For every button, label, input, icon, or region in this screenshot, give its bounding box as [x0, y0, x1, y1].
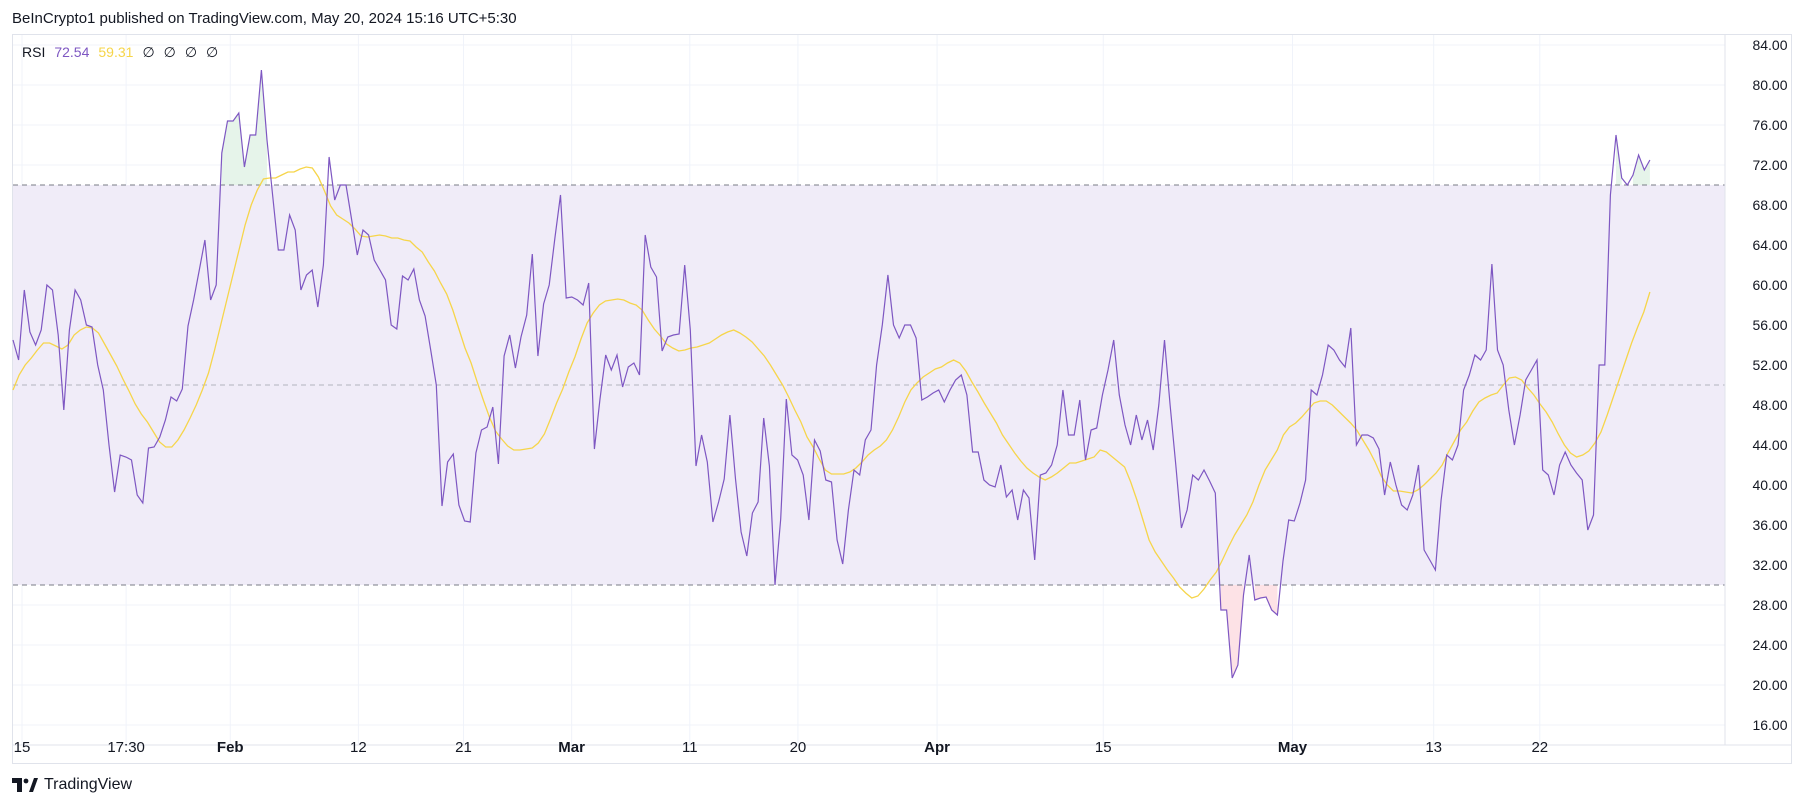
footer-brand-name: TradingView: [44, 776, 133, 793]
overbought-fill: [1632, 155, 1650, 185]
y-tick-label: 68.00: [1752, 197, 1787, 213]
x-tick-label: Mar: [558, 739, 585, 756]
legend-extra-value: ∅: [184, 44, 198, 60]
y-tick-label: 32.00: [1752, 557, 1787, 573]
x-tick-label: 20: [790, 739, 807, 756]
legend-indicator-name[interactable]: RSI: [22, 44, 46, 60]
y-tick-label: 72.00: [1752, 157, 1787, 173]
footer-brand[interactable]: TradingView: [12, 776, 132, 794]
chart-pane[interactable]: [12, 34, 1792, 764]
overbought-fill: [221, 70, 268, 185]
y-tick-label: 64.00: [1752, 237, 1787, 253]
x-tick-label: 12: [350, 739, 367, 756]
y-tick-label: 44.00: [1752, 437, 1787, 453]
legend-extra-value: ∅: [206, 44, 219, 60]
y-tick-label: 48.00: [1752, 397, 1787, 413]
y-tick-label: 36.00: [1752, 517, 1787, 533]
y-tick-label: 16.00: [1752, 717, 1787, 733]
tradingview-logo-icon: [12, 778, 38, 792]
y-tick-label: 20.00: [1752, 677, 1787, 693]
x-tick-label: 11: [682, 739, 698, 756]
rsi-ma-line[interactable]: [12, 166, 1651, 599]
legend-rsi-value: 72.54: [54, 44, 90, 60]
oversold-fill: [1254, 585, 1278, 615]
rsi-line[interactable]: [12, 69, 1651, 679]
x-tick-label: 13: [1425, 739, 1442, 756]
y-tick-label: 80.00: [1752, 77, 1787, 93]
y-tick-label: 40.00: [1752, 477, 1787, 493]
x-tick-label: May: [1278, 739, 1308, 756]
legend: RSI 72.54 59.31 ∅ ∅ ∅ ∅: [22, 44, 218, 61]
legend-extra-value: ∅: [163, 44, 176, 60]
oversold-fill: [1220, 585, 1244, 678]
x-tick-label: 21: [455, 739, 472, 756]
y-tick-label: 52.00: [1752, 357, 1787, 373]
x-tick-label: 15: [1095, 739, 1112, 756]
x-tick-label: 17:30: [107, 739, 145, 756]
x-tick-label: 15: [14, 739, 31, 756]
legend-extra-value: ∅: [142, 44, 155, 60]
y-tick-label: 60.00: [1752, 277, 1787, 293]
x-tick-label: Apr: [924, 739, 950, 756]
x-tick-label: 22: [1531, 739, 1548, 756]
y-tick-label: 28.00: [1752, 597, 1787, 613]
y-tick-label: 84.00: [1752, 37, 1787, 53]
y-tick-label: 24.00: [1752, 637, 1787, 653]
attribution-header: BeInCrypto1 published on TradingView.com…: [12, 10, 517, 27]
y-tick-label: 56.00: [1752, 317, 1787, 333]
x-tick-label: Feb: [217, 739, 244, 756]
legend-ma-value: 59.31: [98, 44, 134, 60]
y-tick-label: 76.00: [1752, 117, 1787, 133]
